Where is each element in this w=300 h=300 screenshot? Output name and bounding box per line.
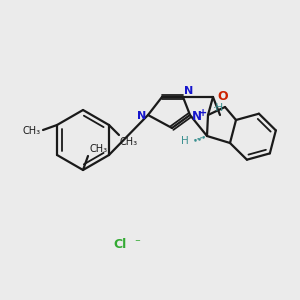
Text: ⁻: ⁻ <box>134 238 140 248</box>
Text: +: + <box>199 108 207 118</box>
Text: CH₃: CH₃ <box>120 137 138 147</box>
Text: ·H: ·H <box>213 103 224 113</box>
Text: N: N <box>184 86 193 96</box>
Text: CH₃: CH₃ <box>23 126 41 136</box>
Text: CH₃: CH₃ <box>89 144 107 154</box>
Text: Cl: Cl <box>113 238 127 251</box>
Text: N: N <box>192 110 202 122</box>
Text: N: N <box>137 111 146 121</box>
Text: H: H <box>181 136 189 146</box>
Text: O: O <box>217 89 228 103</box>
